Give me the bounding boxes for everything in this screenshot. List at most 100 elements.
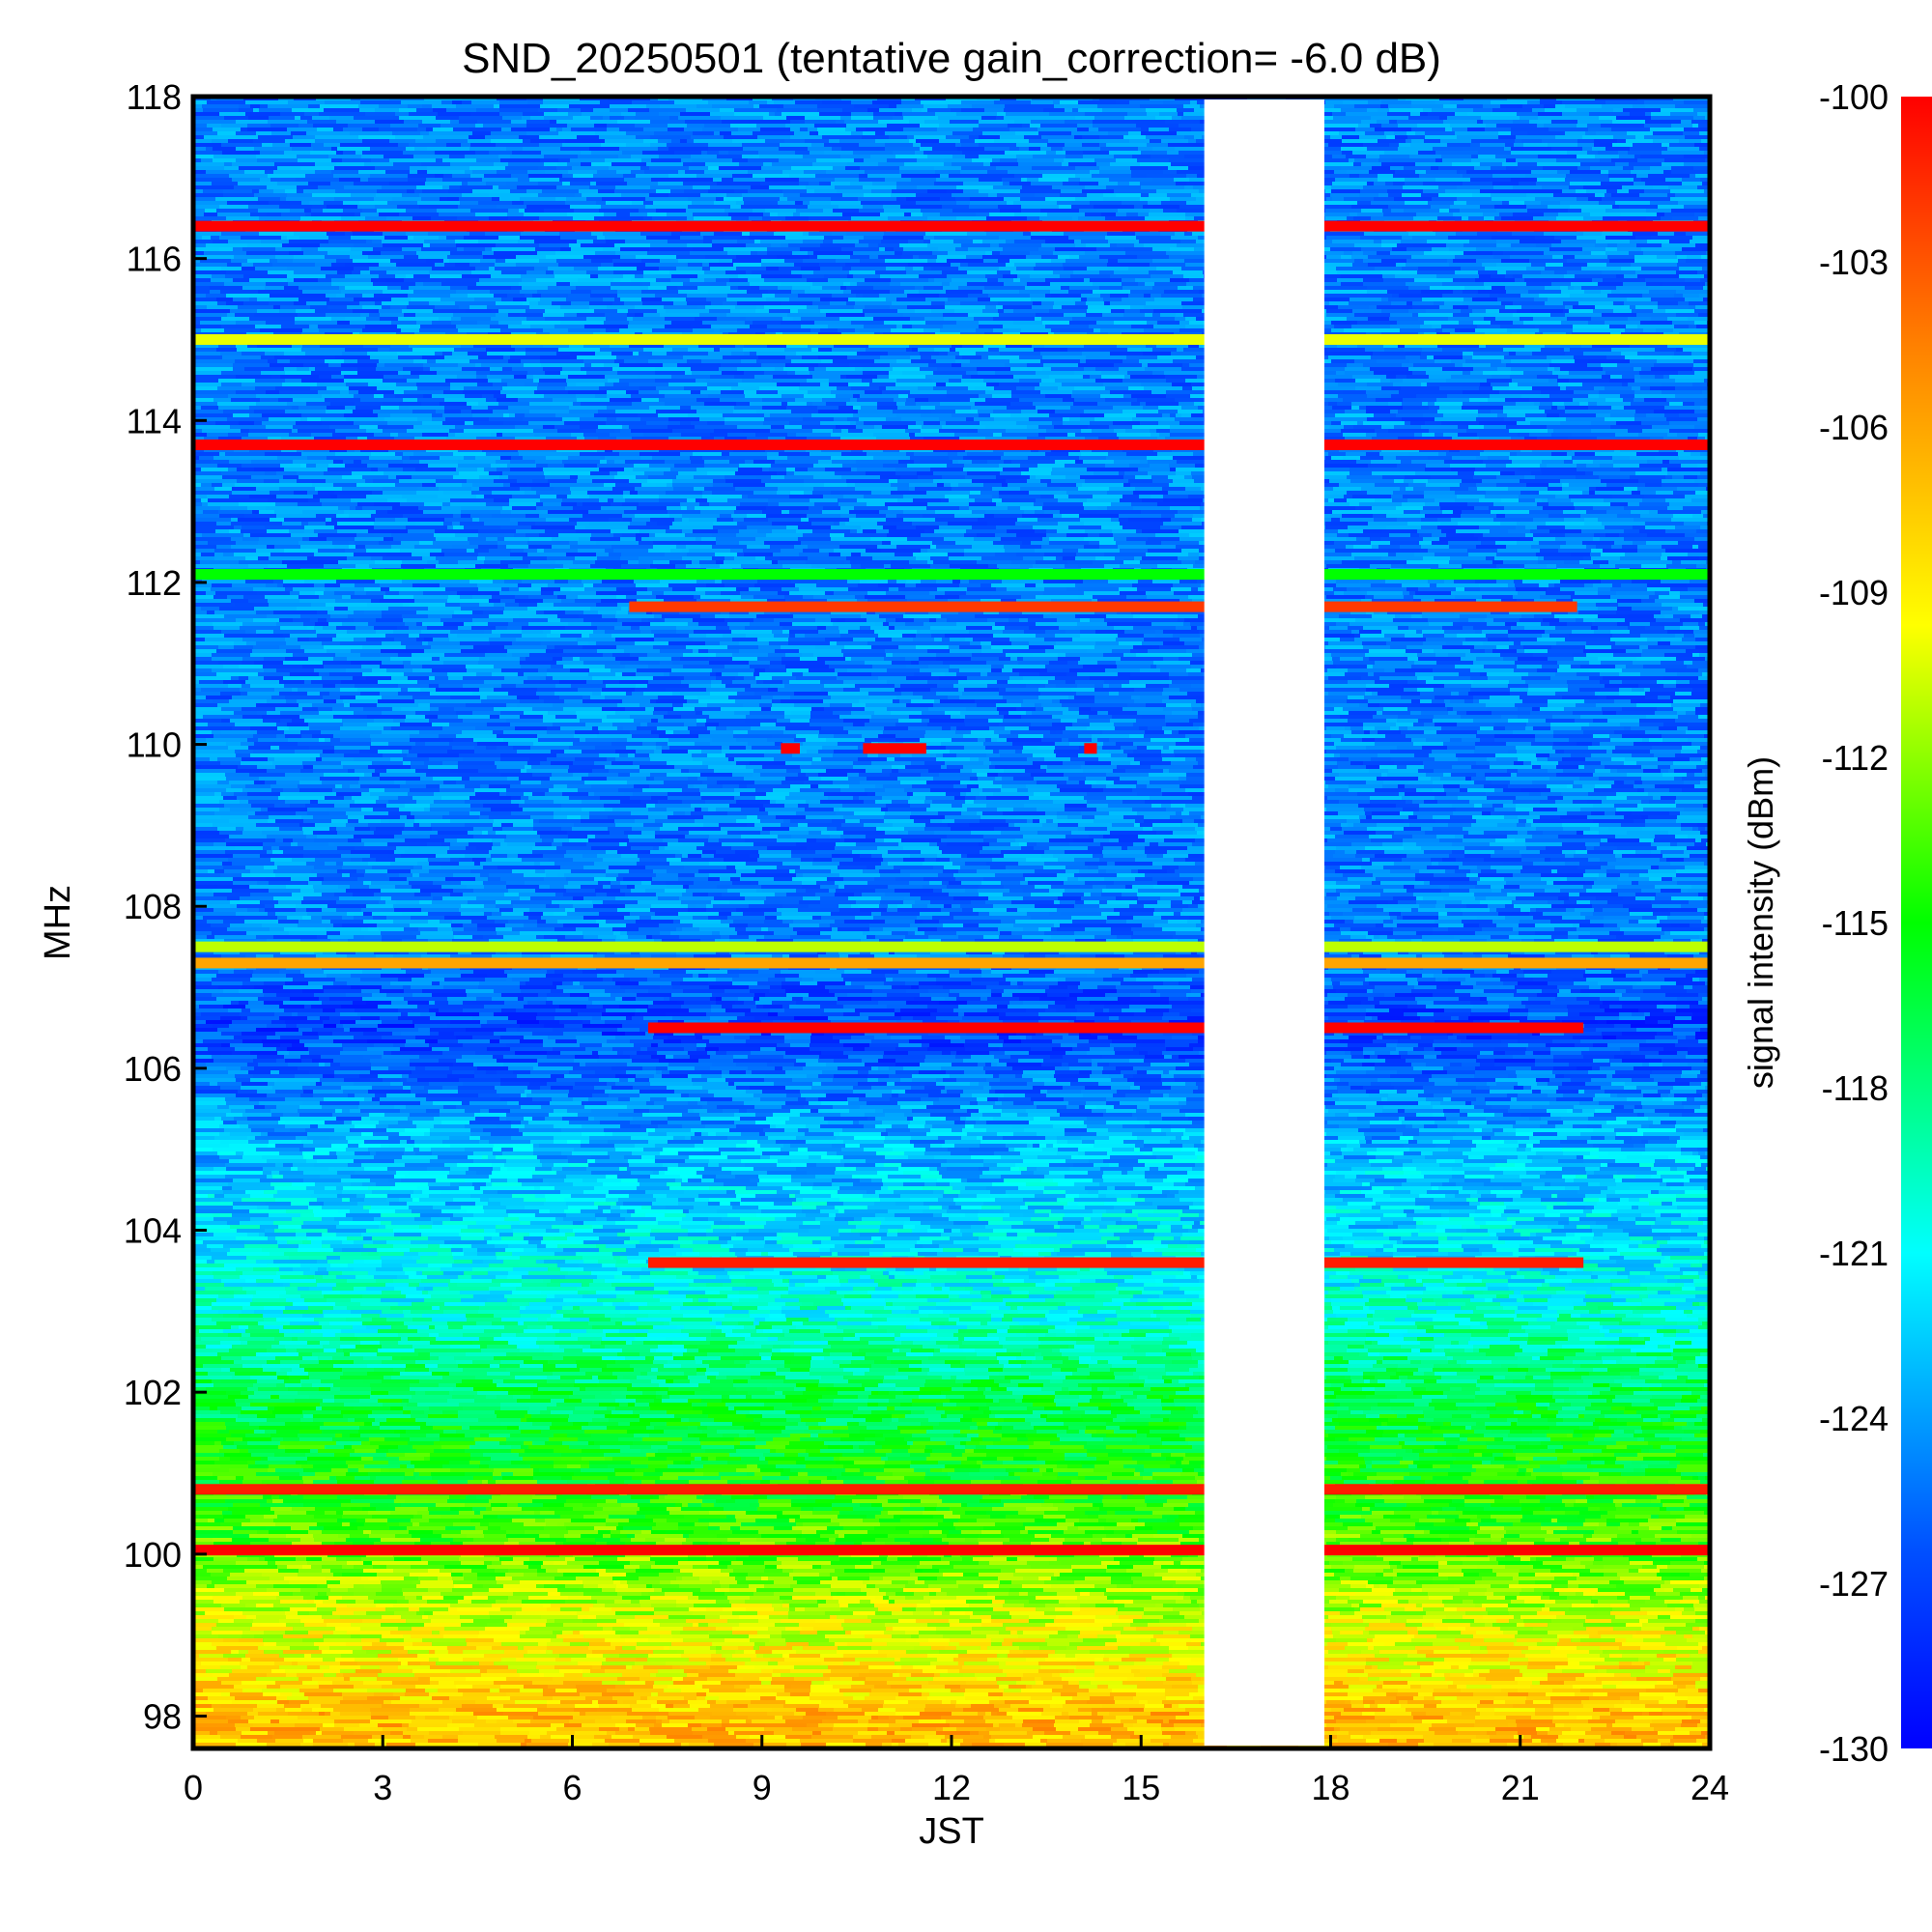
heatmap-cell bbox=[636, 135, 651, 139]
heatmap-cell bbox=[1328, 402, 1338, 406]
heatmap-cell bbox=[403, 398, 418, 402]
heatmap-cell bbox=[1103, 383, 1142, 386]
heatmap-cell bbox=[912, 348, 919, 352]
heatmap-cell bbox=[443, 390, 464, 394]
heatmap-cell bbox=[193, 352, 221, 355]
heatmap-cell bbox=[1676, 270, 1698, 274]
heatmap-cell bbox=[1395, 170, 1416, 174]
heatmap-cell bbox=[1601, 182, 1634, 185]
heatmap-cell bbox=[636, 255, 677, 259]
heatmap-cell bbox=[704, 278, 717, 282]
heatmap-cell bbox=[568, 375, 606, 379]
heatmap-cell bbox=[411, 298, 441, 301]
heatmap-cell bbox=[700, 232, 715, 236]
heatmap-cell bbox=[810, 328, 821, 332]
heatmap-cell bbox=[1075, 197, 1104, 201]
heatmap-cell bbox=[1043, 363, 1079, 367]
heatmap-cell bbox=[571, 128, 608, 131]
heatmap-cell bbox=[732, 259, 762, 263]
heatmap-cell bbox=[406, 274, 414, 278]
heatmap-cell bbox=[671, 321, 703, 325]
heatmap-cell bbox=[1567, 317, 1592, 321]
heatmap-cell bbox=[350, 325, 366, 328]
heatmap-cell bbox=[430, 274, 463, 278]
heatmap-cell bbox=[1169, 128, 1192, 131]
heatmap-cell bbox=[305, 352, 343, 355]
heatmap-cell bbox=[1634, 398, 1645, 402]
heatmap-cell bbox=[1602, 375, 1611, 379]
heatmap-cell bbox=[360, 178, 369, 182]
heatmap-cell bbox=[1594, 139, 1618, 143]
heatmap-cell bbox=[1498, 294, 1521, 298]
heatmap-cell bbox=[851, 321, 885, 325]
heatmap-cell bbox=[437, 371, 477, 375]
heatmap-cell bbox=[668, 383, 708, 386]
heatmap-cell bbox=[607, 124, 636, 128]
heatmap-cell bbox=[1466, 348, 1504, 352]
heatmap-cell bbox=[1679, 274, 1705, 278]
heatmap-cell bbox=[900, 205, 943, 209]
heatmap-cell bbox=[213, 147, 237, 151]
heatmap-cell bbox=[911, 178, 937, 182]
heatmap-cell bbox=[289, 251, 304, 255]
heatmap-cell bbox=[1048, 139, 1093, 143]
heatmap-cell bbox=[848, 383, 870, 386]
heatmap-cell bbox=[613, 270, 644, 274]
heatmap-cell bbox=[1435, 151, 1479, 155]
heatmap-cell bbox=[1099, 143, 1107, 147]
heatmap-cell bbox=[1397, 201, 1406, 205]
heatmap-cell bbox=[395, 135, 424, 139]
heatmap-cell bbox=[1452, 162, 1481, 166]
heatmap-cell bbox=[542, 189, 580, 193]
heatmap-cell bbox=[571, 247, 604, 251]
heatmap-cell bbox=[1655, 348, 1677, 352]
heatmap-cell bbox=[671, 139, 681, 143]
heatmap-cell bbox=[946, 290, 983, 294]
heatmap-cell bbox=[1021, 328, 1052, 332]
heatmap-cell bbox=[458, 328, 501, 332]
heatmap-cell bbox=[1042, 367, 1052, 371]
heatmap-cell bbox=[710, 185, 752, 189]
heatmap-cell bbox=[476, 282, 520, 286]
heatmap-cell bbox=[1363, 185, 1404, 189]
heatmap-cell bbox=[508, 209, 520, 213]
heatmap-cell bbox=[470, 174, 485, 178]
heatmap-cell bbox=[688, 197, 717, 201]
heatmap-cell bbox=[1129, 100, 1164, 104]
heatmap-cell bbox=[1398, 124, 1418, 128]
heatmap-cell bbox=[727, 251, 752, 255]
heatmap-cell bbox=[439, 236, 447, 240]
heatmap-cell bbox=[664, 305, 698, 309]
heatmap-cell bbox=[331, 263, 346, 267]
heatmap-cell bbox=[863, 309, 898, 313]
heatmap-cell bbox=[412, 348, 455, 352]
heatmap-cell bbox=[279, 390, 319, 394]
heatmap-cell bbox=[597, 170, 617, 174]
heatmap-cell bbox=[658, 139, 672, 143]
heatmap-cell bbox=[1565, 104, 1603, 108]
heatmap-cell bbox=[1056, 151, 1066, 155]
heatmap-cell bbox=[490, 367, 503, 371]
heatmap-cell bbox=[462, 182, 469, 185]
heatmap-cell bbox=[1405, 201, 1429, 205]
heatmap-cell bbox=[1003, 305, 1033, 309]
heatmap-cell bbox=[915, 309, 932, 313]
heatmap-cell bbox=[1605, 386, 1633, 390]
heatmap-cell bbox=[1031, 120, 1065, 124]
heatmap-cell bbox=[1513, 313, 1551, 317]
heatmap-cell bbox=[1469, 240, 1497, 243]
heatmap-cell bbox=[290, 209, 305, 213]
heatmap-cell bbox=[1667, 317, 1689, 321]
heatmap-cell bbox=[469, 263, 496, 267]
heatmap-cell bbox=[1668, 185, 1698, 189]
heatmap-cell bbox=[1505, 143, 1515, 147]
heatmap-cell bbox=[1089, 128, 1099, 131]
heatmap-cell bbox=[1554, 367, 1561, 371]
heatmap-cell bbox=[794, 263, 820, 267]
heatmap-cell bbox=[337, 147, 371, 151]
heatmap-cell bbox=[270, 363, 304, 367]
heatmap-cell bbox=[1573, 305, 1596, 309]
heatmap-cell bbox=[499, 112, 524, 116]
heatmap-cell bbox=[962, 151, 1006, 155]
heatmap-cell bbox=[904, 213, 912, 216]
